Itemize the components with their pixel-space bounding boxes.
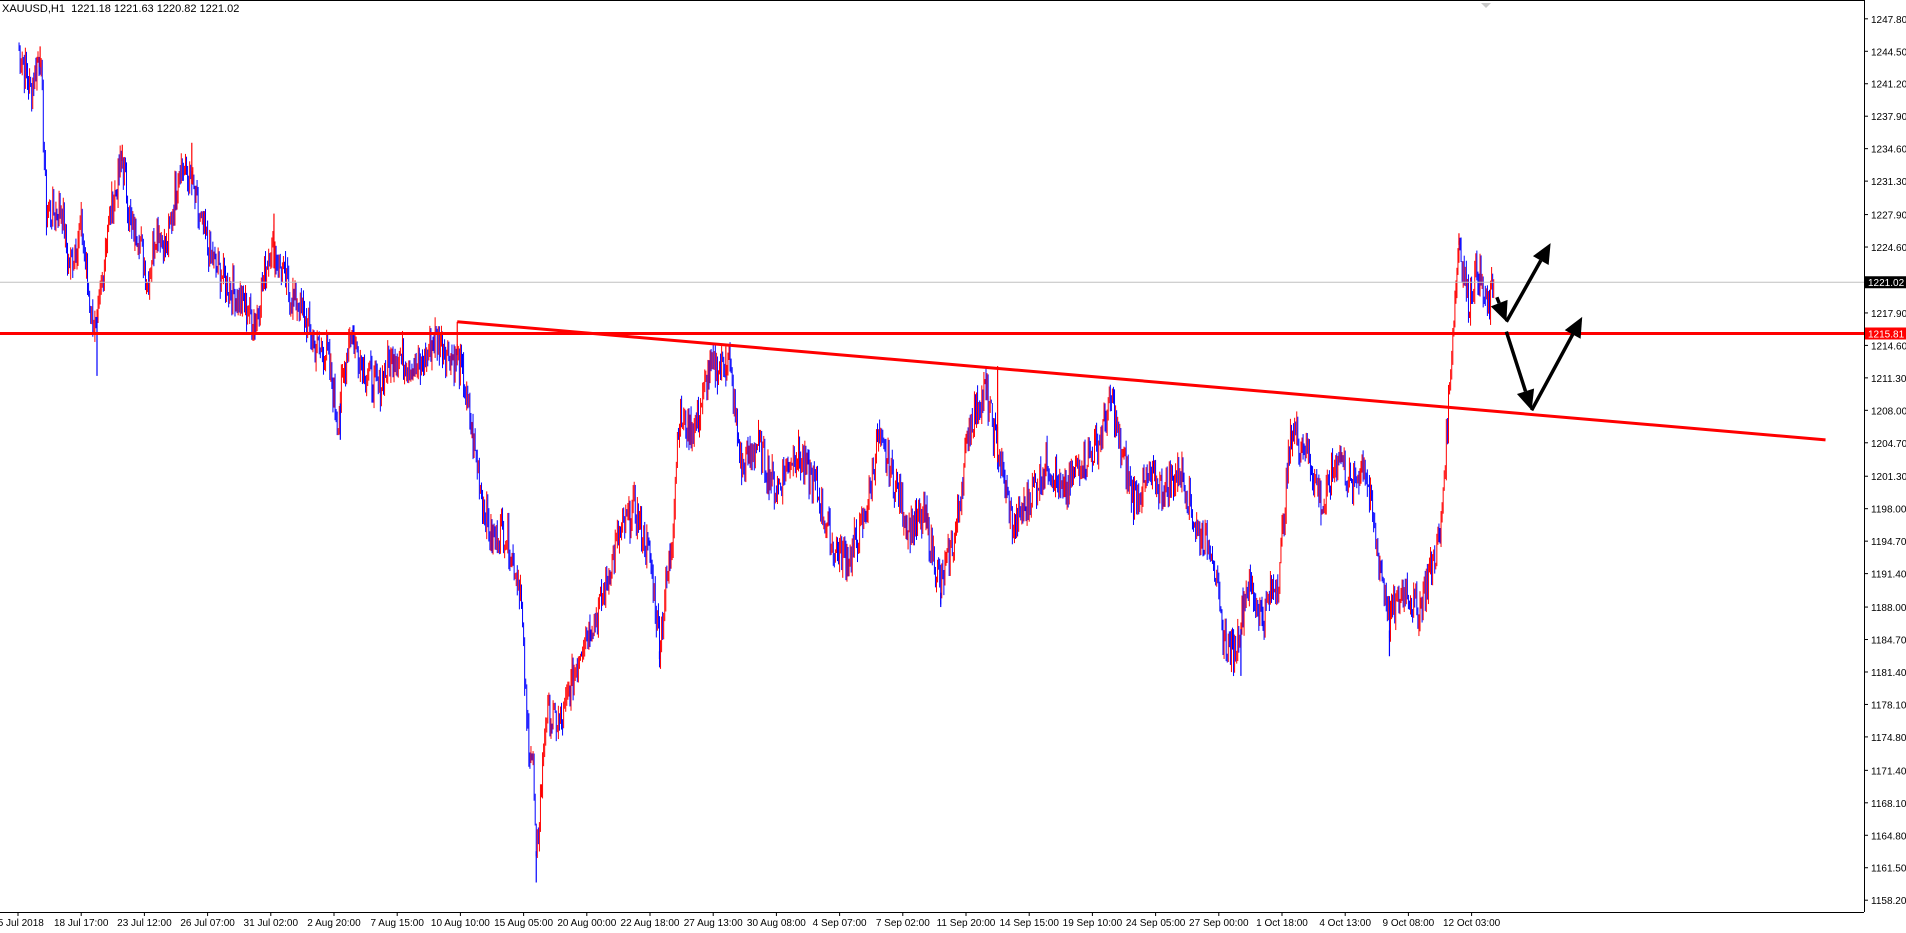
x-tick-label: 9 Oct 08:00: [1383, 918, 1435, 928]
x-tick-label: 27 Aug 13:00: [684, 918, 743, 928]
arrow-shaft: [1504, 331, 1528, 392]
arrow-head: [1564, 316, 1583, 339]
y-tick-label: 1161.50: [1871, 864, 1906, 875]
y-tick-label: 1194.70: [1871, 537, 1906, 548]
arrow-head: [1490, 299, 1508, 322]
x-tick-label: 7 Sep 02:00: [876, 918, 930, 928]
chart-shift-marker: [1481, 3, 1491, 8]
ohlc-readout: 1221.18 1221.63 1220.82 1221.02: [71, 3, 240, 15]
x-tick-label: 22 Aug 18:00: [621, 918, 680, 928]
x-tick-label: 15 Jul 2018: [0, 918, 44, 928]
x-tick-label: 19 Sep 10:00: [1063, 918, 1123, 928]
arrow-shaft: [1495, 296, 1501, 304]
y-tick-label: 1204.70: [1871, 439, 1906, 450]
y-tick-label: 1227.90: [1871, 211, 1906, 222]
y-tick-label: 1178.10: [1871, 700, 1906, 711]
y-tick-label: 1241.20: [1871, 80, 1906, 91]
y-tick-label: 1231.30: [1871, 177, 1906, 188]
x-tick-label: 1 Oct 18:00: [1256, 918, 1308, 928]
y-tick-label: 1164.80: [1871, 831, 1906, 842]
y-tick-label: 1208.00: [1871, 406, 1906, 417]
y-tick-label: 1201.30: [1871, 472, 1906, 483]
x-tick-label: 18 Jul 17:00: [54, 918, 109, 928]
y-tick-label: 1224.60: [1871, 243, 1906, 254]
x-tick-label: 15 Aug 05:00: [494, 918, 553, 928]
x-tick-label: 27 Sep 00:00: [1189, 918, 1249, 928]
x-tick-label: 10 Aug 10:00: [431, 918, 490, 928]
y-tick-label: 1237.90: [1871, 112, 1906, 123]
x-tick-label: 12 Oct 03:00: [1443, 918, 1501, 928]
symbol-label: XAUUSD,H1: [2, 3, 65, 15]
arrow-shaft: [1530, 333, 1575, 412]
annotation-arrows: [1490, 243, 1583, 412]
arrow-head: [1516, 388, 1535, 411]
current-price-label: 1221.02: [1868, 278, 1905, 289]
y-tick-label: 1198.00: [1871, 505, 1906, 516]
support-label-box: [1865, 327, 1906, 340]
y-tick-label: 1244.50: [1871, 47, 1906, 58]
y-tick-label: 1158.20: [1871, 896, 1906, 907]
x-tick-label: 26 Jul 07:00: [180, 918, 235, 928]
arrow-head: [1532, 243, 1551, 265]
y-tick-label: 1211.30: [1871, 374, 1906, 385]
y-tick-label: 1247.80: [1871, 15, 1906, 26]
y-tick-label: 1234.60: [1871, 145, 1906, 156]
y-tick-label: 1217.90: [1871, 309, 1906, 320]
support-label: 1215.81: [1868, 329, 1905, 340]
x-tick-label: 4 Sep 07:00: [813, 918, 867, 928]
x-tick-label: 24 Sep 05:00: [1126, 918, 1186, 928]
drawn-lines: [0, 281, 1864, 442]
trendline: [457, 320, 1826, 442]
x-tick-label: 14 Sep 15:00: [999, 918, 1059, 928]
y-tick-label: 1214.60: [1871, 341, 1906, 352]
y-tick-label: 1184.70: [1871, 636, 1906, 647]
y-tick-label: 1171.40: [1871, 766, 1906, 777]
x-tick-label: 11 Sep 20:00: [937, 918, 996, 928]
x-tick-label: 4 Oct 13:00: [1319, 918, 1371, 928]
y-tick-label: 1168.10: [1871, 799, 1906, 810]
chart-header: XAUUSD,H1 1221.18 1221.63 1220.82 1221.0…: [2, 3, 239, 15]
y-tick-label: 1181.40: [1871, 668, 1906, 679]
x-tick-label: 20 Aug 00:00: [557, 918, 616, 928]
x-tick-label: 31 Jul 02:00: [244, 918, 299, 928]
x-tick-label: 23 Jul 12:00: [117, 918, 172, 928]
y-tick-label: 1174.80: [1871, 733, 1906, 744]
x-tick-label: 30 Aug 08:00: [747, 918, 806, 928]
arrow-shaft: [1504, 259, 1543, 323]
y-tick-label: 1191.40: [1871, 570, 1906, 581]
current-price-label-box: [1865, 276, 1906, 289]
x-tick-label: 7 Aug 15:00: [371, 918, 425, 928]
y-tick-label: 1188.00: [1871, 603, 1906, 614]
price-series: [18, 42, 1495, 883]
x-tick-label: 2 Aug 20:00: [307, 918, 361, 928]
